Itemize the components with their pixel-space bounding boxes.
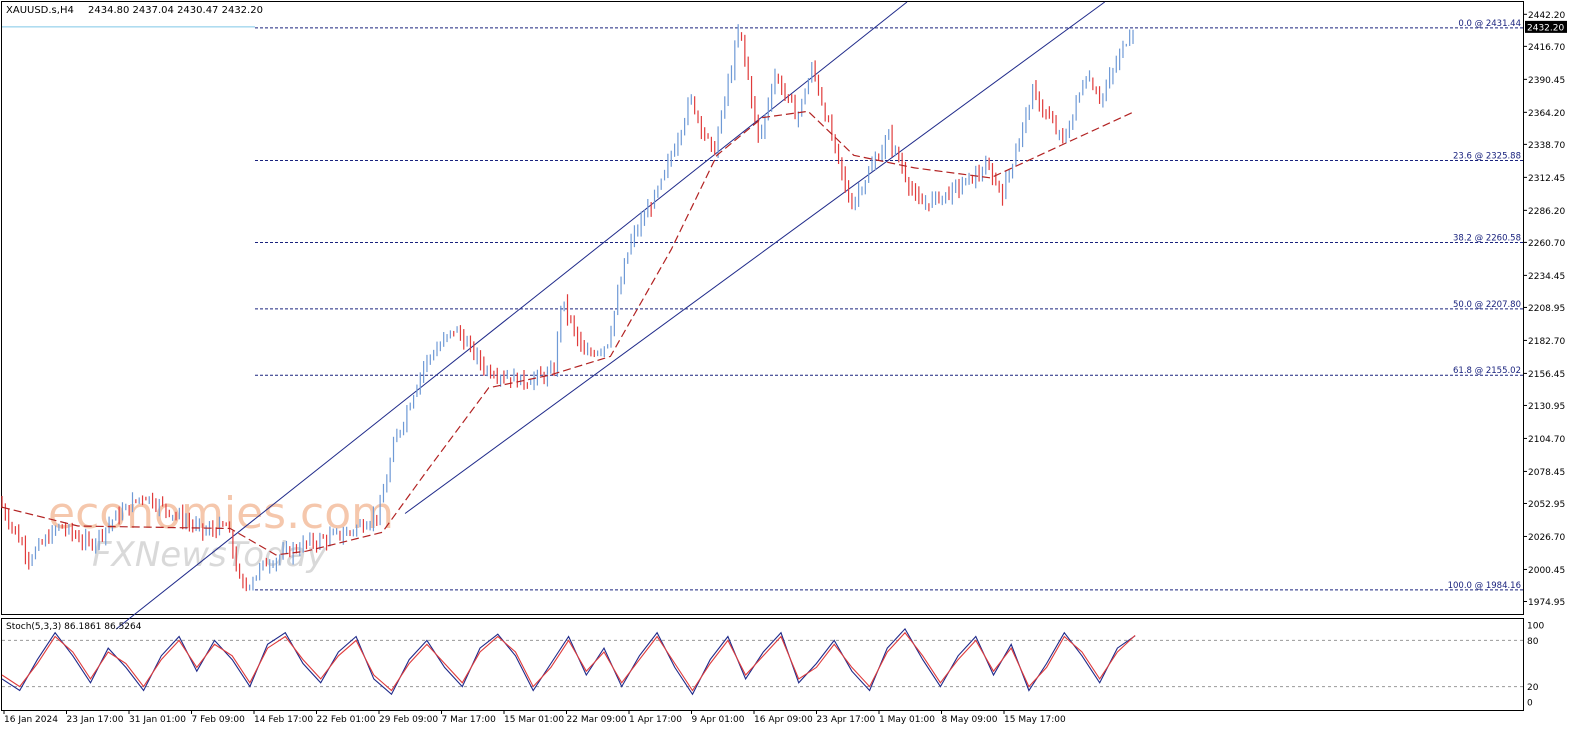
price-tick-label: 2078.45: [1528, 468, 1565, 478]
candlesticks: [1, 24, 1134, 592]
time-tick-label: 15 May 17:00: [1004, 715, 1066, 725]
fib-level-label: 23.6 @ 2325.88: [1453, 151, 1521, 161]
current-price-tag: [1525, 20, 1567, 33]
time-tick-label: 1 Apr 17:00: [629, 715, 682, 725]
price-tick-label: 2104.70: [1528, 435, 1565, 445]
fib-level-label: 100.0 @ 1984.16: [1448, 581, 1521, 591]
price-axis: 2442.20 2416.70 2390.45 2364.20 2338.70 2312.…: [1523, 11, 1567, 608]
stoch-tick-label: 0: [1527, 699, 1533, 709]
price-tick-label: 2000.45: [1528, 566, 1565, 576]
time-tick-label: 23 Jan 17:00: [67, 715, 124, 725]
price-tick-label: 2442.20: [1528, 11, 1565, 21]
moving-average-line: [1, 110, 1136, 556]
moving-average: [1, 110, 1136, 556]
regression-channel: [115, 1, 1106, 630]
price-pane-border: [1, 1, 1524, 615]
current-price-label: 2432.20: [1527, 23, 1564, 33]
time-tick-label: 14 Feb 17:00: [254, 715, 313, 725]
price-tick-label: 2416.70: [1528, 43, 1565, 53]
time-tick-label: 22 Feb 01:00: [317, 715, 376, 725]
stoch-tick-label: 100: [1527, 622, 1544, 632]
price-tick-label: 2312.45: [1528, 174, 1565, 184]
symbol-label: XAUUSD.s,H4: [6, 5, 74, 16]
time-tick-label: 8 May 09:00: [942, 715, 998, 725]
price-tick-label: 2286.20: [1528, 207, 1565, 217]
price-tick-label: 1974.95: [1528, 598, 1565, 608]
price-tick-label: 2208.95: [1528, 304, 1565, 314]
time-tick-label: 31 Jan 01:00: [129, 715, 186, 725]
stoch-signal-line: [1, 631, 1136, 692]
channel-lower-line: [404, 1, 1106, 514]
time-tick-label: 22 Mar 09:00: [567, 715, 627, 725]
fib-level-label: 61.8 @ 2155.02: [1453, 366, 1521, 376]
stoch-tick-label: 80: [1527, 637, 1539, 647]
channel-upper-line: [115, 1, 908, 630]
price-tick-label: 2130.95: [1528, 402, 1565, 412]
stoch-main-line: [1, 627, 1136, 696]
time-tick-label: 23 Apr 17:00: [817, 715, 876, 725]
watermark-text: economies.com: [48, 488, 394, 539]
stoch-tick-label: 20: [1527, 683, 1539, 693]
price-tick-label: 2026.70: [1528, 533, 1565, 543]
time-tick-label: 9 Apr 01:00: [692, 715, 745, 725]
time-tick-label: 15 Mar 01:00: [504, 715, 564, 725]
time-tick-label: 7 Feb 09:00: [192, 715, 246, 725]
stochastic-pane: 100 80 20 0: [1, 622, 1544, 709]
price-tick-label: 2260.70: [1528, 239, 1565, 249]
ohlc-label: 2434.80 2437.04 2430.47 2432.20: [88, 5, 263, 16]
price-tick-label: 2364.20: [1528, 109, 1565, 119]
time-tick-label: 16 Jan 2024: [4, 715, 58, 725]
fib-level-label: 0.0 @ 2431.44: [1458, 19, 1521, 29]
time-tick-label: 29 Feb 09:00: [379, 715, 438, 725]
fib-level-label: 50.0 @ 2207.80: [1453, 300, 1521, 310]
stoch-title: Stoch(5,3,3) 86.1861 86.5264: [6, 622, 142, 632]
stoch-pane-border: [1, 618, 1524, 711]
price-tick-label: 2156.45: [1528, 370, 1565, 380]
price-tick-label: 2390.45: [1528, 76, 1565, 86]
time-tick-label: 16 Apr 09:00: [754, 715, 813, 725]
time-tick-label: 1 May 01:00: [879, 715, 935, 725]
fib-level-label: 38.2 @ 2260.58: [1453, 234, 1521, 244]
time-tick-label: 7 Mar 17:00: [442, 715, 497, 725]
price-tick-label: 2052.95: [1528, 500, 1565, 510]
time-axis: 16 Jan 2024 23 Jan 17:00 31 Jan 01:00 7 Feb…: [3, 710, 1066, 725]
price-tick-label: 2338.70: [1528, 141, 1565, 151]
price-tick-label: 2234.45: [1528, 272, 1565, 282]
fibonacci-levels: 0.0 @ 2431.44 23.6 @ 2325.88 38.2 @ 2260.5…: [2, 19, 1523, 591]
price-tick-label: 2182.70: [1528, 337, 1565, 347]
